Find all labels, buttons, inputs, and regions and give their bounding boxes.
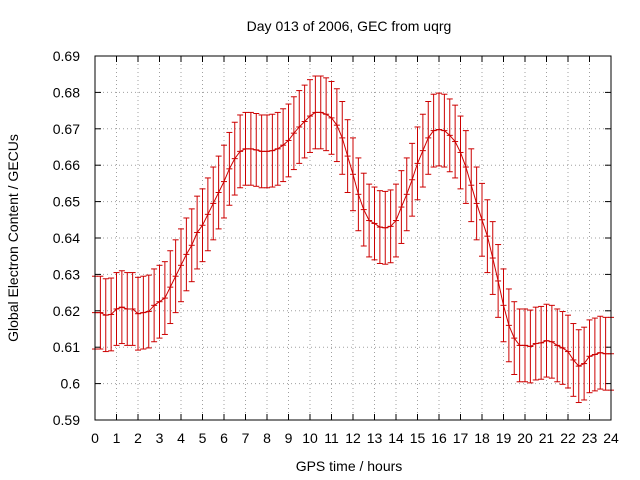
x-tick-label: 8 [263, 430, 271, 446]
x-tick-label: 10 [302, 430, 318, 446]
x-tick-label: 15 [410, 430, 426, 446]
y-tick-label: 0.65 [53, 194, 80, 210]
x-tick-label: 4 [177, 430, 185, 446]
x-tick-label: 23 [582, 430, 598, 446]
plot-frame [94, 55, 612, 421]
y-tick-label: 0.66 [53, 157, 80, 173]
x-tick-label: 11 [324, 430, 339, 446]
series-group [92, 75, 614, 404]
y-tick-labels: 0.59 0.6 0.61 0.62 0.63 0.64 0.65 0.66 0.67 0.68 0… [53, 48, 80, 428]
x-tick-label: 6 [220, 430, 228, 446]
y-tick-label: 0.68 [53, 84, 80, 100]
x-tick-label: 22 [560, 430, 576, 446]
y-tick-label: 0.64 [53, 230, 80, 246]
tick-marks [94, 55, 612, 421]
x-tick-label: 19 [496, 430, 512, 446]
y-tick-label: 0.59 [53, 412, 80, 428]
x-tick-label: 9 [285, 430, 293, 446]
x-tick-label: 14 [388, 430, 404, 446]
x-tick-label: 3 [156, 430, 164, 446]
x-tick-label: 21 [539, 430, 555, 446]
x-tick-label: 24 [603, 430, 619, 446]
grid [95, 56, 611, 420]
y-tick-label: 0.67 [53, 121, 80, 137]
y-tick-label: 0.62 [53, 303, 80, 319]
x-tick-label: 1 [113, 430, 121, 446]
x-tick-label: 12 [345, 430, 361, 446]
y-axis-title: Global Electron Content / GECUs [5, 134, 21, 342]
x-tick-label: 2 [134, 430, 142, 446]
x-tick-label: 20 [517, 430, 533, 446]
y-tick-label: 0.63 [53, 266, 80, 282]
x-tick-label: 17 [453, 430, 469, 446]
x-tick-label: 0 [91, 430, 99, 446]
chart-title: Day 013 of 2006, GEC from uqrg [247, 18, 452, 34]
x-tick-labels: 0 1 2 3 4 5 6 7 8 9 10 11 12 13 14 15 16 17 18 19 20 21 22 23 24 [91, 430, 619, 446]
y-tick-label: 0.61 [53, 339, 80, 355]
x-axis-title: GPS time / hours [296, 458, 403, 474]
y-tick-label: 0.6 [61, 376, 81, 392]
x-tick-label: 18 [474, 430, 490, 446]
y-tick-label: 0.69 [53, 48, 80, 64]
x-tick-label: 5 [199, 430, 207, 446]
x-tick-label: 16 [431, 430, 447, 446]
x-tick-label: 7 [242, 430, 250, 446]
x-tick-label: 13 [367, 430, 383, 446]
